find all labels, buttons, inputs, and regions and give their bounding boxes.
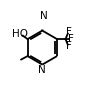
Text: F: F (66, 27, 71, 37)
Text: N: N (40, 11, 48, 21)
Text: F: F (68, 34, 74, 44)
Text: HO: HO (12, 29, 28, 39)
Text: N: N (38, 65, 46, 75)
Text: F: F (66, 41, 71, 51)
